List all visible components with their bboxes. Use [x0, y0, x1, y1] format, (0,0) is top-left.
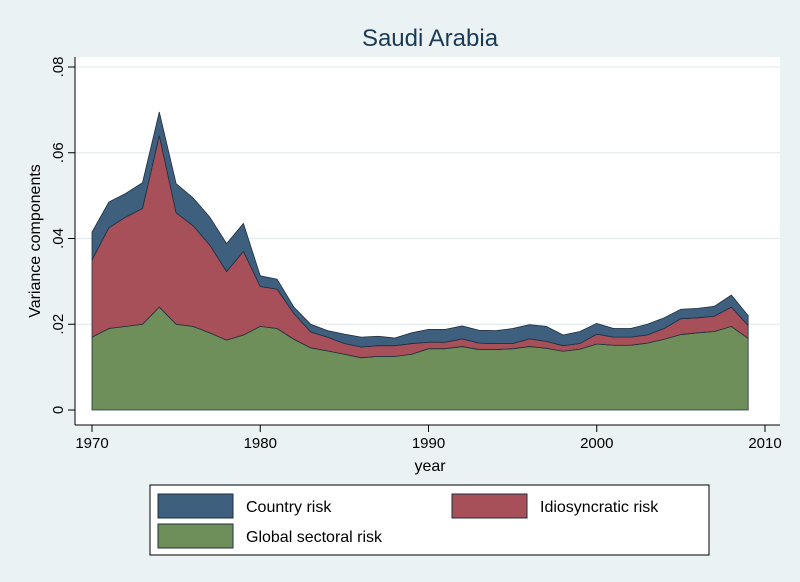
legend: Country risk Idiosyncratic risk Global sec…: [149, 484, 710, 556]
y-tick-label: .06: [50, 142, 67, 163]
legend-box: [149, 484, 710, 556]
area-layer: [91, 111, 749, 411]
y-tick-label: .08: [50, 57, 67, 78]
legend-swatch: [157, 493, 234, 519]
y-tick-label: 0: [50, 406, 67, 414]
legend-label: Country risk: [246, 499, 332, 516]
x-tick-label: 2000: [580, 435, 613, 452]
x-tick-label: 2010: [748, 435, 781, 452]
chart-title: Saudi Arabia: [362, 25, 499, 52]
legend-label: Idiosyncratic risk: [540, 499, 659, 516]
legend-label: Global sectoral risk: [246, 529, 383, 546]
area-series-2: [91, 111, 749, 348]
x-axis-title: year: [414, 458, 446, 475]
axis-layer: 0 .02 .04 .06 .08 1970 1980 1990 2000 2010: [50, 57, 782, 452]
x-tick-label: 1980: [244, 435, 277, 452]
y-axis-title: Variance components: [27, 164, 44, 318]
legend-swatch: [157, 523, 234, 549]
y-tick-label: .04: [50, 228, 67, 249]
x-tick-label: 1970: [75, 435, 108, 452]
x-tick-label: 1990: [412, 435, 445, 452]
legend-swatch: [451, 493, 528, 519]
y-tick-label: .02: [50, 314, 67, 335]
